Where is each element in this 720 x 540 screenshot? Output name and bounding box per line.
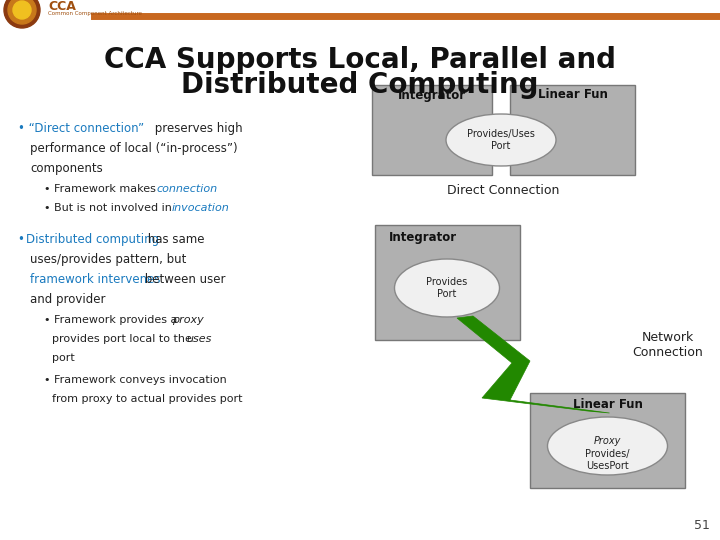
Text: Provides/: Provides/ — [585, 449, 630, 459]
Text: 51: 51 — [694, 519, 710, 532]
Text: provides port local to the: provides port local to the — [52, 334, 195, 344]
Text: Distributed Computing: Distributed Computing — [181, 71, 539, 99]
Text: between user: between user — [141, 273, 225, 286]
Text: Direct Connection: Direct Connection — [447, 185, 559, 198]
Text: uses: uses — [186, 334, 212, 344]
Text: framework intervenes: framework intervenes — [30, 273, 161, 286]
Text: CCA Supports Local, Parallel and: CCA Supports Local, Parallel and — [104, 46, 616, 74]
Circle shape — [13, 1, 31, 19]
Text: and provider: and provider — [30, 293, 106, 306]
Text: uses/provides pattern, but: uses/provides pattern, but — [30, 253, 186, 266]
Text: Proxy: Proxy — [594, 436, 621, 446]
Text: connection: connection — [156, 184, 217, 194]
Text: Integrator: Integrator — [398, 89, 466, 102]
Text: • “Direct connection”: • “Direct connection” — [18, 122, 144, 135]
FancyBboxPatch shape — [530, 393, 685, 488]
Ellipse shape — [395, 259, 500, 317]
Text: Provides/Uses
Port: Provides/Uses Port — [467, 129, 535, 151]
Text: port: port — [52, 353, 75, 363]
Text: • Framework makes: • Framework makes — [44, 184, 159, 194]
Text: preserves high: preserves high — [151, 122, 243, 135]
Text: • Framework conveys invocation: • Framework conveys invocation — [44, 375, 227, 385]
Text: components: components — [30, 162, 103, 175]
Text: from proxy to actual provides port: from proxy to actual provides port — [52, 394, 243, 404]
Text: Provides
Port: Provides Port — [426, 277, 467, 299]
Text: UsesPort: UsesPort — [586, 461, 629, 471]
Text: Network
Connection: Network Connection — [633, 331, 703, 359]
Text: •: • — [18, 233, 29, 246]
Text: Distributed computing: Distributed computing — [26, 233, 159, 246]
FancyBboxPatch shape — [510, 85, 635, 175]
Text: performance of local (“in-process”): performance of local (“in-process”) — [30, 142, 238, 155]
Text: Linear Fun: Linear Fun — [572, 399, 642, 411]
Text: CCA: CCA — [48, 0, 76, 12]
Text: Common Component Architecture: Common Component Architecture — [48, 11, 142, 17]
Text: • But is not involved in: • But is not involved in — [44, 203, 176, 213]
Text: Linear Fun: Linear Fun — [538, 89, 608, 102]
FancyBboxPatch shape — [375, 225, 520, 340]
Text: • Framework provides a: • Framework provides a — [44, 315, 181, 325]
Text: Integrator: Integrator — [389, 231, 457, 244]
Text: proxy: proxy — [172, 315, 204, 325]
FancyBboxPatch shape — [372, 85, 492, 175]
Text: invocation: invocation — [172, 203, 230, 213]
Polygon shape — [457, 316, 610, 413]
Text: has same: has same — [144, 233, 204, 246]
Circle shape — [8, 0, 36, 24]
Circle shape — [4, 0, 40, 28]
Ellipse shape — [547, 417, 667, 475]
Ellipse shape — [446, 114, 556, 166]
